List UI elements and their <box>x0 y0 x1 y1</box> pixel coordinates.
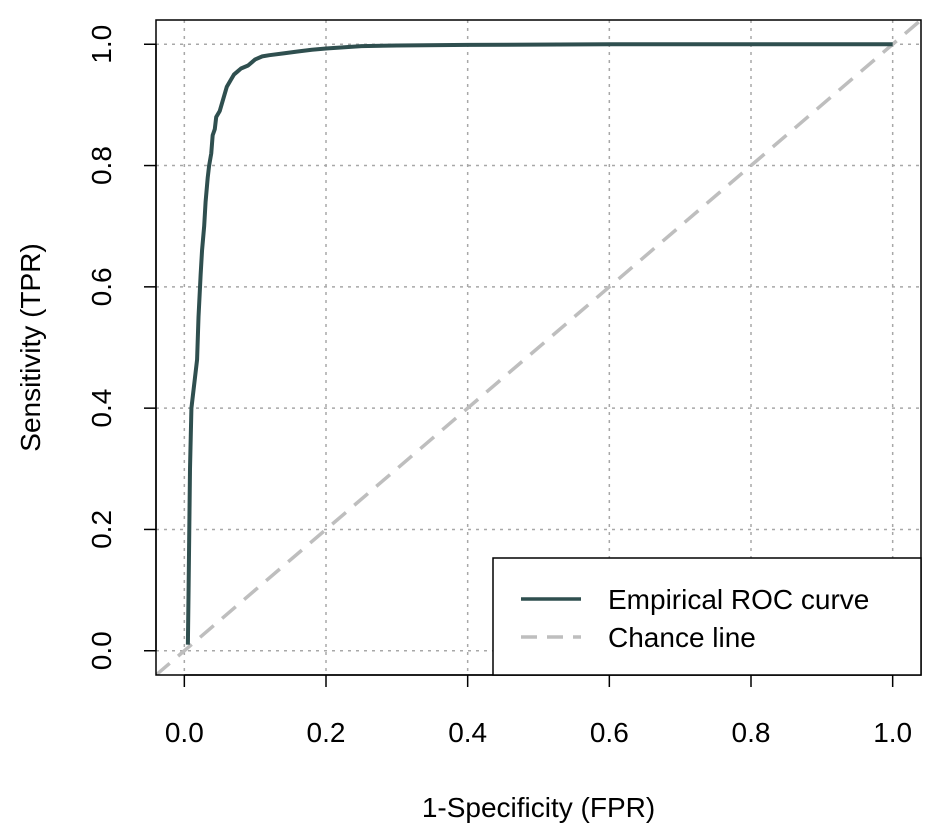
series-layer <box>156 20 921 675</box>
y-axis-title: Sensitivity (TPR) <box>15 243 46 451</box>
series-line-chance <box>156 20 921 675</box>
y-tick-label: 0.2 <box>86 510 117 549</box>
x-tick-label: 0.8 <box>732 717 771 748</box>
y-tick-label: 0.8 <box>86 146 117 185</box>
x-tick-label: 0.4 <box>448 717 487 748</box>
y-tick-label: 0.4 <box>86 389 117 428</box>
x-axis-title: 1-Specificity (FPR) <box>422 792 655 823</box>
x-tick-label: 0.6 <box>590 717 629 748</box>
x-axis: 0.0 0.2 0.4 0.6 0.8 1.0 <box>165 674 912 748</box>
legend-label-roc: Empirical ROC curve <box>608 584 869 615</box>
x-tick-label: 1.0 <box>873 717 912 748</box>
y-tick-label: 1.0 <box>86 25 117 64</box>
x-tick-label: 0.0 <box>165 717 204 748</box>
series-line-roc <box>185 42 893 645</box>
y-tick-label: 0.0 <box>86 631 117 670</box>
x-tick-label: 0.2 <box>307 717 346 748</box>
y-tick-label: 0.6 <box>86 267 117 306</box>
legend-box <box>492 557 922 676</box>
legend-label-chance: Chance line <box>608 622 756 653</box>
legend: Empirical ROC curve Chance line <box>492 557 922 676</box>
y-axis: 0.0 0.2 0.4 0.6 0.8 1.0 <box>86 25 157 670</box>
